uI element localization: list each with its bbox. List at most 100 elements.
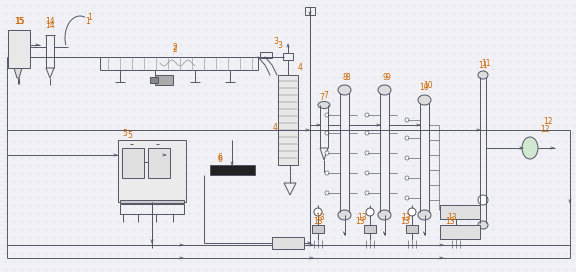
Bar: [120, 200, 184, 203]
Bar: [155, 75, 173, 85]
Circle shape: [405, 118, 409, 122]
Bar: [312, 225, 324, 233]
Text: 5: 5: [123, 128, 127, 138]
Circle shape: [325, 151, 329, 155]
Text: 9: 9: [385, 73, 391, 82]
Ellipse shape: [522, 137, 538, 159]
Text: 14: 14: [45, 17, 55, 26]
Circle shape: [452, 208, 460, 216]
Bar: [279, 136, 297, 138]
Text: 13: 13: [313, 218, 323, 227]
Text: 4: 4: [272, 122, 278, 131]
Ellipse shape: [418, 210, 431, 220]
Bar: [279, 122, 297, 124]
Text: 3: 3: [278, 41, 282, 50]
Circle shape: [478, 195, 488, 205]
Circle shape: [365, 131, 369, 135]
Text: 15: 15: [15, 17, 25, 26]
Text: 7: 7: [320, 94, 324, 103]
Circle shape: [405, 176, 409, 180]
Circle shape: [238, 168, 244, 172]
Bar: [450, 225, 462, 233]
Circle shape: [226, 168, 232, 172]
Ellipse shape: [478, 71, 488, 79]
Bar: [8, 30, 30, 68]
Bar: [210, 165, 255, 175]
Bar: [260, 52, 272, 58]
Text: 6: 6: [218, 153, 222, 162]
Ellipse shape: [378, 210, 391, 220]
Text: 13: 13: [445, 218, 455, 227]
Circle shape: [365, 151, 369, 155]
Circle shape: [230, 168, 236, 172]
Ellipse shape: [478, 221, 488, 229]
Bar: [278, 75, 298, 165]
Bar: [440, 205, 480, 219]
Circle shape: [222, 168, 228, 172]
Bar: [272, 237, 304, 249]
Circle shape: [210, 168, 215, 172]
Circle shape: [405, 156, 409, 160]
Bar: [406, 225, 418, 233]
Circle shape: [242, 168, 248, 172]
Bar: [148, 148, 170, 178]
Text: 15: 15: [14, 17, 24, 26]
Circle shape: [325, 113, 329, 117]
Ellipse shape: [338, 85, 351, 95]
Text: 9: 9: [382, 73, 387, 82]
Text: 13: 13: [401, 214, 411, 222]
Circle shape: [365, 113, 369, 117]
Circle shape: [405, 136, 409, 140]
Bar: [279, 101, 297, 103]
Text: 13: 13: [355, 218, 365, 227]
Text: 2: 2: [173, 45, 177, 54]
Text: 2: 2: [173, 44, 177, 52]
Ellipse shape: [418, 95, 431, 105]
Text: 10: 10: [423, 81, 433, 89]
Circle shape: [214, 168, 219, 172]
Text: 8: 8: [342, 73, 347, 82]
Bar: [279, 108, 297, 110]
Text: 4: 4: [298, 63, 302, 73]
Bar: [122, 148, 144, 178]
Ellipse shape: [318, 101, 330, 109]
Bar: [150, 77, 158, 83]
Circle shape: [234, 168, 240, 172]
Bar: [305, 7, 315, 15]
Text: 13: 13: [400, 218, 410, 227]
Circle shape: [314, 208, 322, 216]
Bar: [283, 53, 293, 60]
Circle shape: [325, 171, 329, 175]
Circle shape: [251, 168, 256, 172]
Text: 7: 7: [324, 91, 328, 100]
Ellipse shape: [338, 210, 351, 220]
Text: 14: 14: [45, 20, 55, 29]
Text: 10: 10: [420, 82, 429, 91]
Circle shape: [218, 168, 223, 172]
Bar: [279, 157, 297, 159]
Bar: [279, 94, 297, 96]
Text: 13: 13: [447, 214, 457, 222]
Bar: [279, 115, 297, 117]
Text: 11: 11: [478, 60, 488, 70]
Bar: [118, 140, 186, 202]
Text: 8: 8: [346, 73, 350, 82]
Ellipse shape: [378, 85, 391, 95]
Text: 5: 5: [127, 131, 132, 140]
Bar: [279, 80, 297, 82]
Bar: [279, 150, 297, 152]
Circle shape: [365, 191, 369, 195]
Bar: [279, 129, 297, 131]
Bar: [279, 143, 297, 145]
Circle shape: [325, 191, 329, 195]
Text: 1: 1: [88, 14, 92, 23]
Polygon shape: [14, 68, 22, 78]
Text: 3: 3: [274, 38, 278, 47]
Bar: [120, 204, 184, 214]
Text: 13: 13: [357, 214, 367, 222]
Text: 11: 11: [482, 58, 491, 67]
Circle shape: [366, 208, 374, 216]
Circle shape: [247, 168, 252, 172]
Text: 12: 12: [543, 118, 553, 126]
Circle shape: [405, 196, 409, 200]
